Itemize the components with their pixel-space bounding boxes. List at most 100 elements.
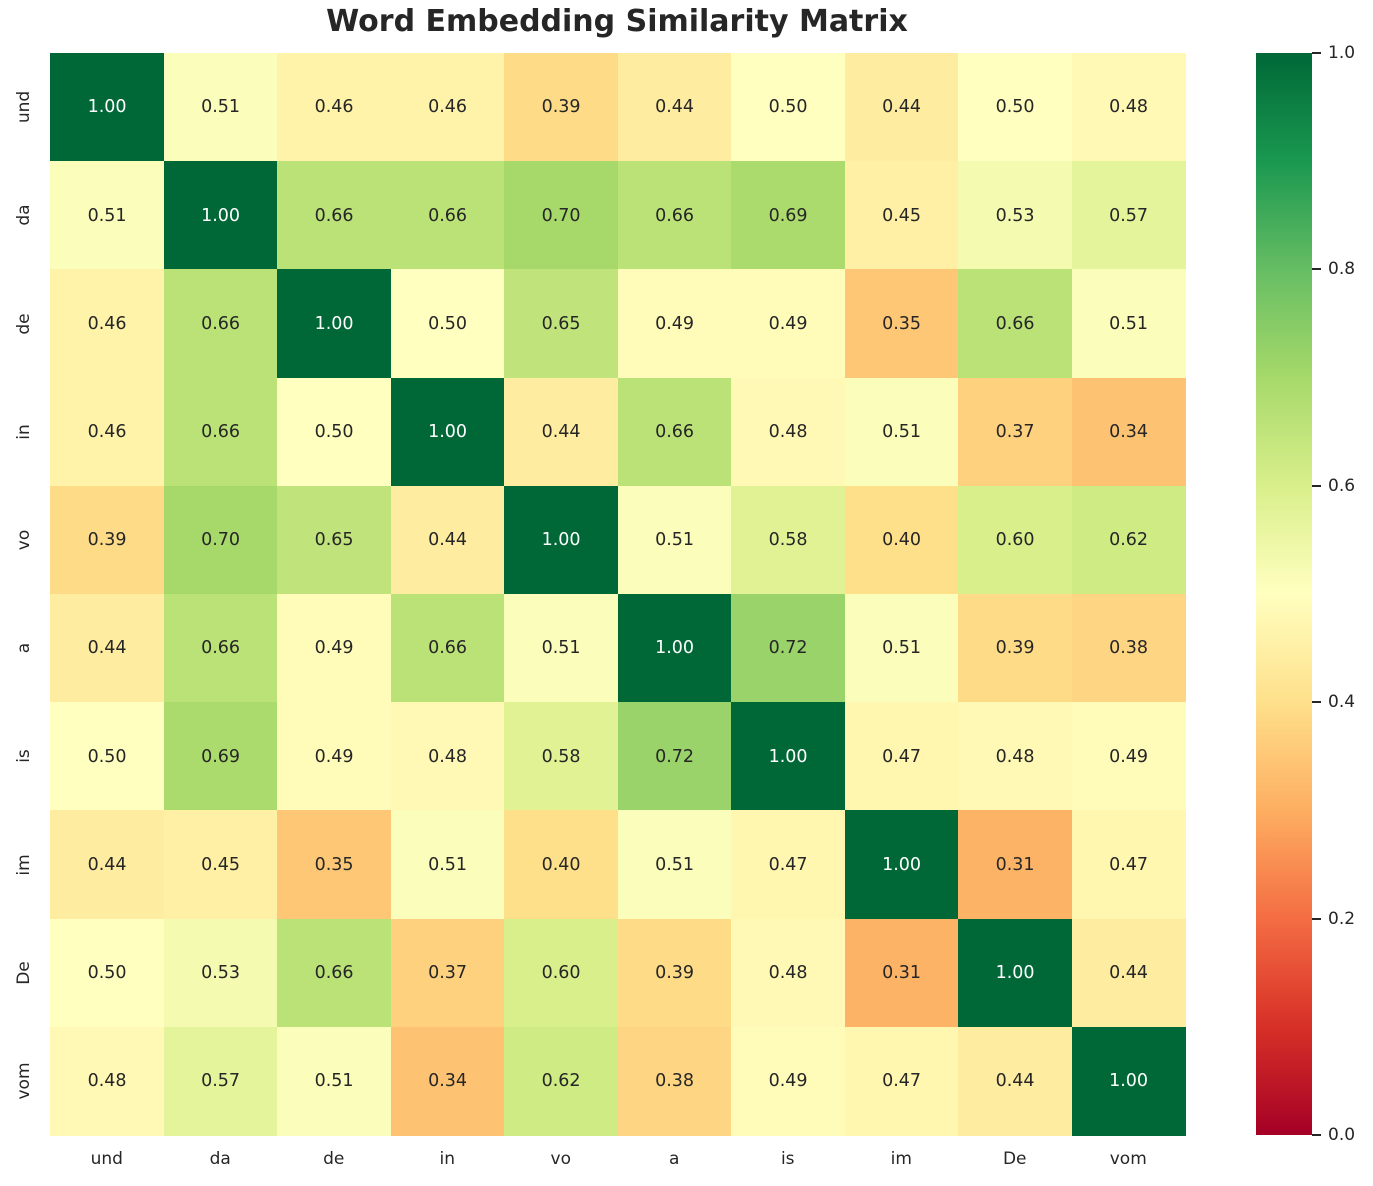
colorbar-tick-label: 0.2 — [1328, 908, 1356, 929]
heatmap-cell: 1.00 — [504, 485, 619, 595]
heatmap-cell: 0.48 — [390, 702, 505, 811]
colorbar-tick-label: 0.6 — [1328, 475, 1356, 496]
heatmap-cell: 0.44 — [50, 594, 165, 703]
heatmap-cell: 0.66 — [390, 594, 505, 703]
heatmap-cell: 0.35 — [844, 269, 959, 379]
colorbar-tick-mark — [1312, 52, 1321, 54]
heatmap-cell: 0.38 — [617, 1026, 732, 1136]
heatmap-cell: 0.49 — [731, 1026, 846, 1136]
heatmap-cell: 0.31 — [844, 918, 959, 1028]
heatmap-cell: 1.00 — [163, 161, 278, 270]
colorbar-tick-mark — [1312, 1134, 1321, 1136]
heatmap-cell: 1.00 — [50, 53, 165, 162]
heatmap-cell: 0.47 — [844, 702, 959, 811]
heatmap-cell: 0.46 — [390, 53, 505, 162]
heatmap-cell: 0.49 — [277, 594, 392, 703]
y-tick-label: vom — [14, 1062, 34, 1100]
heatmap-cell: 0.62 — [504, 1026, 619, 1136]
heatmap-cell: 0.44 — [844, 53, 959, 162]
x-tick-label: a — [669, 1149, 680, 1169]
heatmap-cell: 0.50 — [958, 53, 1073, 162]
heatmap-cell: 0.40 — [844, 485, 959, 595]
heatmap-cell: 0.51 — [163, 53, 278, 162]
heatmap-cell: 0.51 — [277, 1026, 392, 1136]
y-tick-label: De — [14, 960, 34, 985]
x-tick-label: und — [90, 1149, 123, 1169]
heatmap-cell: 0.70 — [504, 161, 619, 270]
heatmap-cell: 0.66 — [277, 161, 392, 270]
heatmap-cell: 0.66 — [958, 269, 1073, 379]
heatmap-cell: 0.47 — [1071, 810, 1186, 920]
heatmap-cell: 0.44 — [390, 485, 505, 595]
heatmap-cell: 0.65 — [504, 269, 619, 379]
heatmap-cell: 0.47 — [844, 1026, 959, 1136]
x-tick-label: vo — [550, 1149, 571, 1169]
colorbar-tick-label: 0.8 — [1328, 259, 1356, 280]
heatmap-cell: 0.39 — [617, 918, 732, 1028]
heatmap-cell: 0.38 — [1071, 594, 1186, 703]
heatmap-cell: 0.66 — [163, 377, 278, 487]
heatmap-cell: 0.39 — [958, 594, 1073, 703]
heatmap-cell: 0.51 — [50, 161, 165, 270]
heatmap-cell: 0.69 — [163, 702, 278, 811]
heatmap-cell: 0.66 — [390, 161, 505, 270]
heatmap-cell: 1.00 — [844, 810, 959, 920]
heatmap-cell: 0.45 — [844, 161, 959, 270]
x-tick-label: im — [890, 1149, 912, 1169]
heatmap-cell: 0.48 — [731, 918, 846, 1028]
y-tick-label: da — [14, 204, 34, 226]
heatmap-cell: 0.46 — [50, 269, 165, 379]
heatmap-cell: 1.00 — [731, 702, 846, 811]
y-tick-label: de — [14, 312, 34, 335]
heatmap-cell: 0.51 — [1071, 269, 1186, 379]
heatmap-cell: 0.34 — [1071, 377, 1186, 487]
heatmap-cell: 0.50 — [277, 377, 392, 487]
heatmap-cell: 0.51 — [844, 594, 959, 703]
heatmap-cell: 0.49 — [1071, 702, 1186, 811]
heatmap-cell: 0.50 — [731, 53, 846, 162]
heatmap-cell: 0.60 — [958, 485, 1073, 595]
heatmap-cell: 0.31 — [958, 810, 1073, 920]
heatmap-cell: 0.66 — [617, 161, 732, 270]
colorbar-tick-label: 1.0 — [1328, 43, 1356, 63]
heatmap-cell: 0.48 — [1071, 53, 1186, 162]
heatmap-cell: 0.40 — [504, 810, 619, 920]
heatmap-cell: 0.44 — [504, 377, 619, 487]
heatmap-cell: 0.39 — [504, 53, 619, 162]
heatmap-cell: 0.51 — [390, 810, 505, 920]
heatmap-cell: 0.65 — [277, 485, 392, 595]
heatmap-cell: 0.39 — [50, 485, 165, 595]
heatmap-cell: 0.45 — [163, 810, 278, 920]
colorbar-tick-label: 0.0 — [1328, 1125, 1356, 1145]
heatmap-cell: 0.51 — [617, 485, 732, 595]
heatmap-cell: 0.50 — [50, 918, 165, 1028]
colorbar-tick-mark — [1312, 268, 1321, 271]
heatmap-cell: 0.48 — [50, 1026, 165, 1136]
heatmap-cell: 0.46 — [277, 53, 392, 162]
heatmap-cell: 0.44 — [50, 810, 165, 920]
heatmap-cell: 0.57 — [1071, 161, 1186, 270]
heatmap-cell: 0.66 — [163, 594, 278, 703]
y-tick-label: im — [14, 853, 34, 876]
chart-title: Word Embedding Similarity Matrix — [326, 4, 908, 39]
y-tick-label: vo — [14, 529, 34, 551]
colorbar-tick-label: 0.4 — [1328, 692, 1356, 713]
colorbar-tick-mark — [1312, 701, 1321, 704]
colorbar — [1256, 53, 1312, 1135]
y-tick-label: in — [14, 423, 34, 440]
x-tick-label: De — [1002, 1149, 1027, 1169]
heatmap-cell: 0.53 — [958, 161, 1073, 270]
heatmap-cell: 0.60 — [504, 918, 619, 1028]
heatmap-cell: 0.53 — [163, 918, 278, 1028]
heatmap-cell: 1.00 — [390, 377, 505, 487]
heatmap-cell: 0.37 — [958, 377, 1073, 487]
y-tick-label: is — [14, 749, 34, 764]
heatmap-cell: 0.72 — [617, 702, 732, 811]
heatmap-cell: 1.00 — [277, 269, 392, 379]
heatmap-cell: 0.51 — [844, 377, 959, 487]
colorbar-tick-mark — [1312, 917, 1321, 920]
heatmap-cell: 0.69 — [731, 161, 846, 270]
heatmap-cell: 0.34 — [390, 1026, 505, 1136]
x-tick-label: is — [780, 1149, 795, 1169]
y-tick-label: und — [14, 90, 34, 124]
